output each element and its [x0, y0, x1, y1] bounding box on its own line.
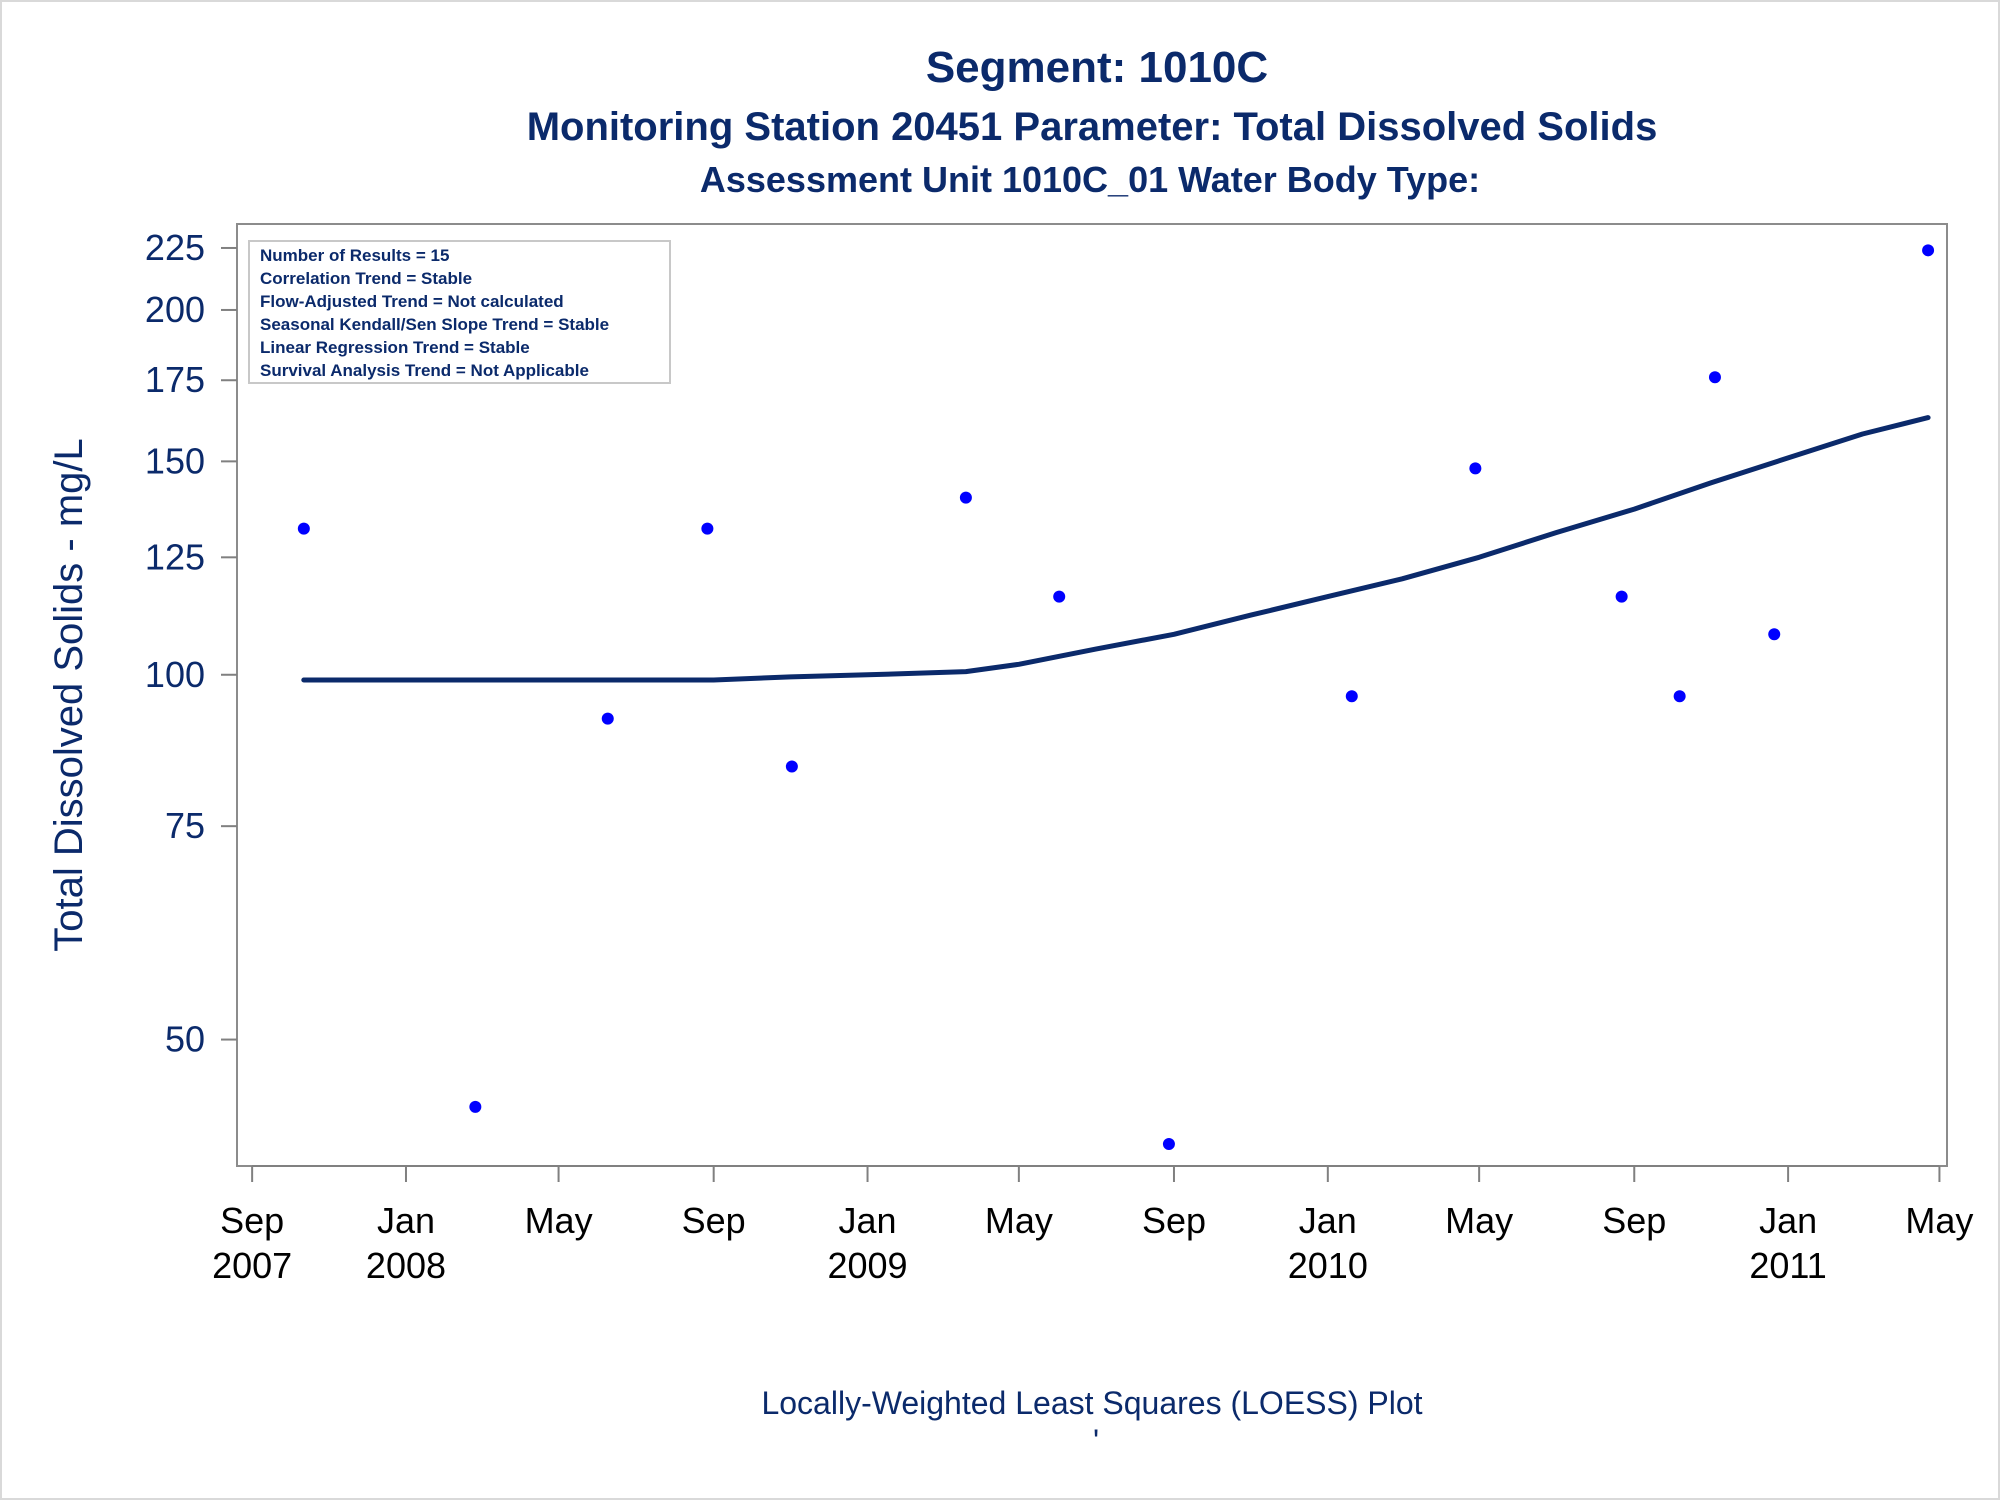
data-point — [1673, 690, 1686, 703]
stats-number-of-results: Number of Results = 15 — [260, 246, 449, 265]
x-tick-year-label: 2011 — [1749, 1245, 1826, 1286]
data-point — [785, 760, 798, 773]
x-tick-label: May — [1445, 1200, 1513, 1241]
x-tick-year-label: 2007 — [212, 1245, 292, 1286]
x-tick-label: Sep — [1142, 1200, 1206, 1241]
x-tick-label: Sep — [682, 1200, 746, 1241]
data-point — [959, 491, 972, 504]
x-tick-label: Jan — [1759, 1200, 1817, 1241]
x-tick-label: Jan — [1299, 1200, 1357, 1241]
x-tick-label: Jan — [377, 1200, 435, 1241]
stats-linear-regression-trend: Linear Regression Trend = Stable — [260, 338, 530, 357]
stats-box: Number of Results = 15 Correlation Trend… — [248, 240, 671, 384]
x-tick-label: Sep — [220, 1200, 284, 1241]
loess-series — [301, 415, 1931, 683]
stats-flow-adjusted-trend: Flow-Adjusted Trend = Not calculated — [260, 292, 564, 311]
data-point — [1708, 371, 1721, 384]
y-tick-label: 125 — [145, 536, 205, 577]
data-point — [1922, 244, 1935, 257]
data-point — [1768, 628, 1781, 641]
data-point — [469, 1100, 482, 1113]
y-axis: 50 75 100 125 150 175 200 225 — [145, 227, 237, 1060]
data-point — [1615, 590, 1628, 603]
y-tick-label: 50 — [165, 1019, 205, 1060]
data-point — [1162, 1138, 1175, 1151]
y-tick-label: 150 — [145, 440, 205, 481]
x-tick-label: Jan — [839, 1200, 897, 1241]
y-tick-label: 200 — [145, 289, 205, 330]
x-tick-label: May — [985, 1200, 1053, 1241]
chart-subtitle: Monitoring Station 20451 Parameter: Tota… — [527, 105, 1658, 149]
footnote-mark: ' — [1093, 1423, 1099, 1459]
y-tick-label: 100 — [145, 654, 205, 695]
data-point — [1469, 462, 1482, 475]
x-tick-year-label: 2009 — [827, 1245, 907, 1286]
y-tick-label: 75 — [165, 805, 205, 846]
footnote: Locally-Weighted Least Squares (LOESS) P… — [761, 1385, 1422, 1421]
stats-box-border — [248, 240, 671, 384]
x-tick-year-label: 2010 — [1288, 1245, 1368, 1286]
stats-seasonal-kendall-trend: Seasonal Kendall/Sen Slope Trend = Stabl… — [260, 315, 609, 334]
data-point — [701, 522, 714, 535]
loess-line — [301, 415, 1931, 683]
x-tick-label: May — [525, 1200, 593, 1241]
stats-survival-analysis-trend: Survival Analysis Trend = Not Applicable — [260, 361, 589, 380]
data-point — [1053, 590, 1066, 603]
y-tick-label: 225 — [145, 227, 205, 268]
data-point — [1345, 690, 1358, 703]
chart-title: Segment: 1010C — [926, 43, 1268, 92]
y-tick-label: 175 — [145, 359, 205, 400]
scatter-series — [297, 244, 1935, 1151]
chart-subtitle-2: Assessment Unit 1010C_01 Water Body Type… — [700, 159, 1480, 200]
data-point — [297, 522, 310, 535]
y-axis-label: Total Dissolved Solids - mg/L — [47, 438, 91, 952]
x-tick-year-label: 2008 — [366, 1245, 446, 1286]
data-point — [601, 712, 614, 725]
x-tick-label: Sep — [1602, 1200, 1666, 1241]
x-tick-label: May — [1905, 1200, 1973, 1241]
stats-correlation-trend: Correlation Trend = Stable — [260, 269, 472, 288]
